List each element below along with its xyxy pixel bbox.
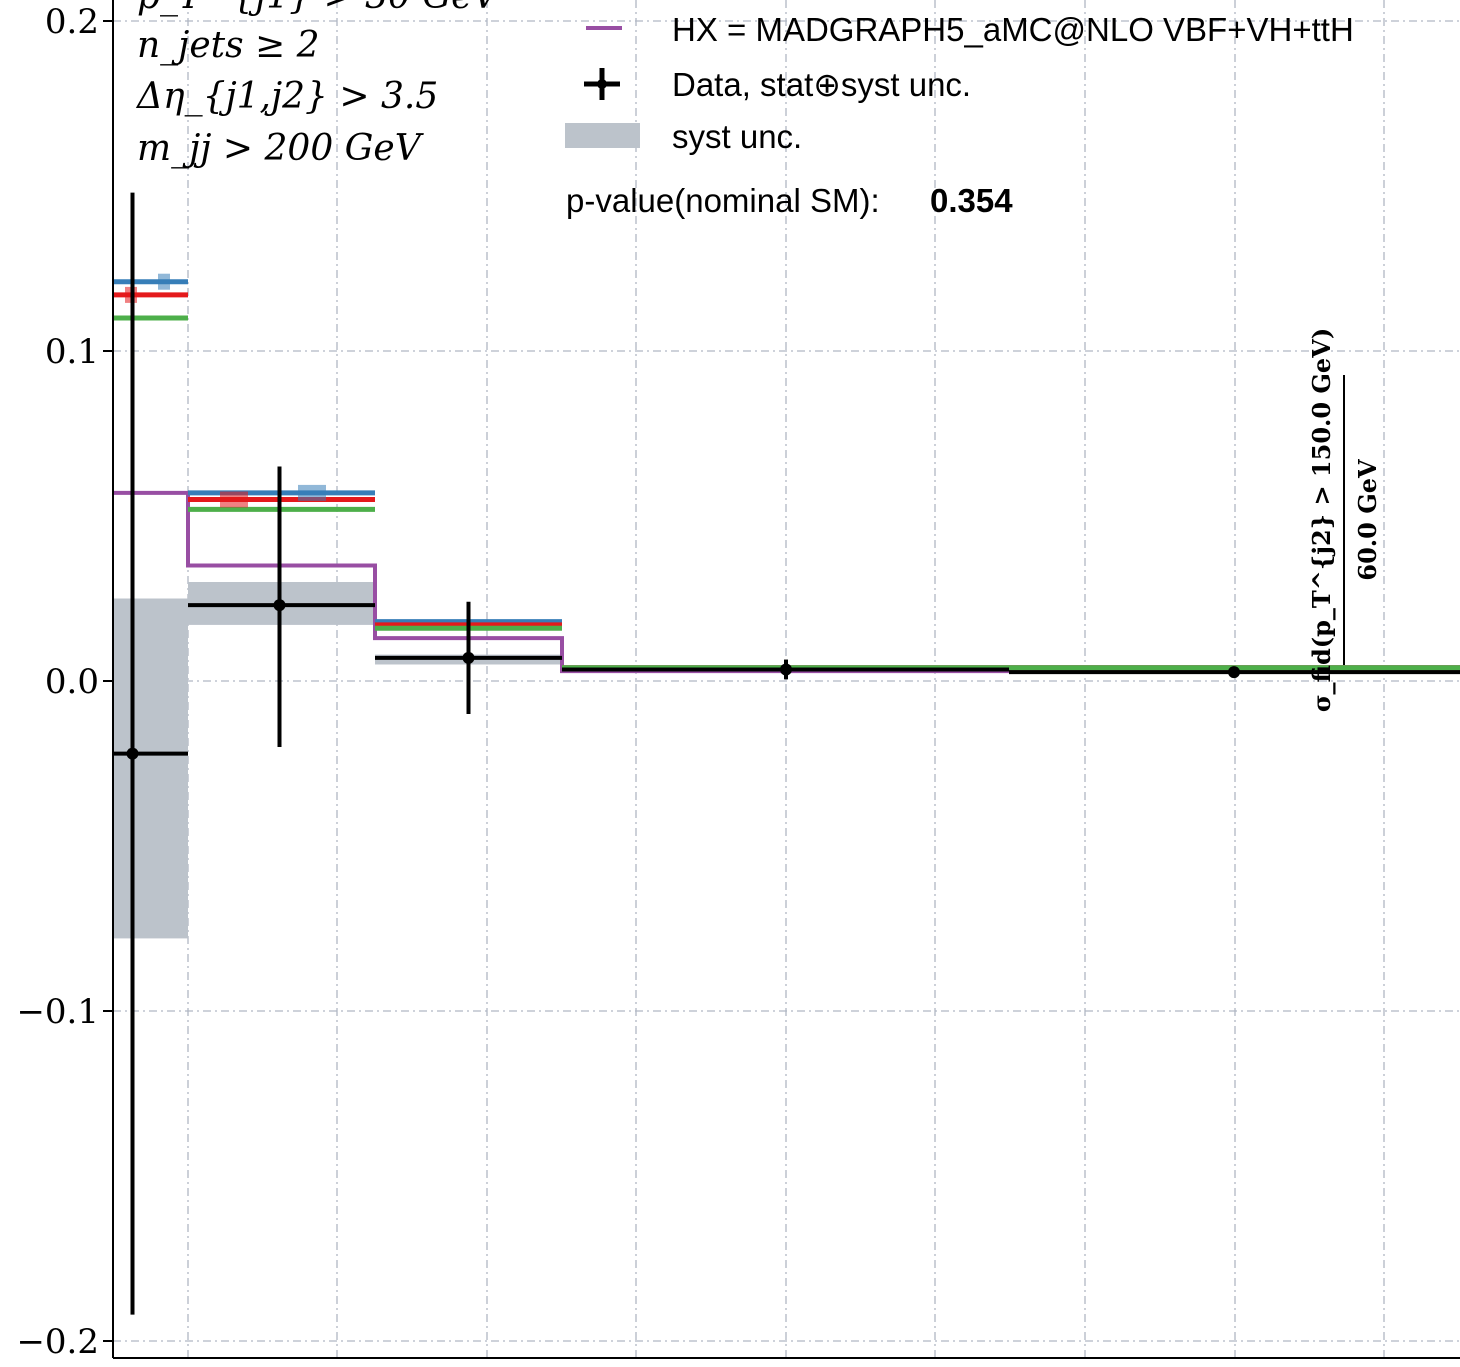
y-tick-label-0: 0.2 (45, 2, 99, 42)
side-label: σ_fid(p_T^{j2} > 150.0 GeV) 60.0 GeV (1307, 328, 1382, 712)
legend-label-data: Data, stat⊕syst unc. (672, 66, 971, 103)
legend: HX = MADGRAPH5_aMC@NLO VBF+VH+ttH Data, … (565, 11, 1354, 219)
legend-label-syst: syst unc. (672, 118, 802, 155)
side-label-numerator: σ_fid(p_T^{j2} > 150.0 GeV) (1307, 328, 1336, 712)
legend-swatch-syst (565, 123, 640, 148)
data-point-1 (273, 599, 286, 612)
syst-box-0 (113, 598, 188, 939)
cut-deta: Δη_{j1,j2} > 3.5 (135, 76, 438, 117)
data-point-0 (126, 747, 139, 760)
y-tick-label-3: −0.1 (16, 992, 99, 1032)
legend-label-hx: HX = MADGRAPH5_aMC@NLO VBF+VH+ttH (672, 11, 1354, 48)
axes: 0.2 0.1 0.0 −0.1 −0.2 (16, 0, 1460, 1362)
y-tick-label-2: 0.0 (45, 662, 99, 702)
cut-pt-j1: p_T^{j1} > 30 GeV (137, 0, 502, 17)
data-point-2 (462, 651, 475, 664)
pvalue-value: 0.354 (930, 182, 1013, 219)
selection-cuts: p_T^{j1} > 30 GeV n_jets ≥ 2 Δη_{j1,j2} … (135, 0, 502, 169)
data-point-4 (1228, 666, 1240, 679)
cut-njets: n_jets ≥ 2 (137, 25, 320, 66)
legend-swatch-data-dot (597, 79, 607, 89)
grid (113, 0, 1460, 1358)
y-tick-label-1: 0.1 (45, 332, 99, 372)
data-point-3 (780, 663, 792, 676)
cut-mjj: m_jj > 200 GeV (137, 128, 425, 169)
pvalue-label: p-value(nominal SM): (566, 182, 880, 219)
theory-hatch-2 (220, 491, 248, 508)
y-tick-label-4: −0.2 (16, 1322, 99, 1362)
side-label-denominator: 60.0 GeV (1353, 459, 1382, 581)
data-points (113, 192, 1460, 1315)
theory-hatch-1 (158, 273, 170, 290)
theory-hatch-3 (298, 484, 326, 501)
